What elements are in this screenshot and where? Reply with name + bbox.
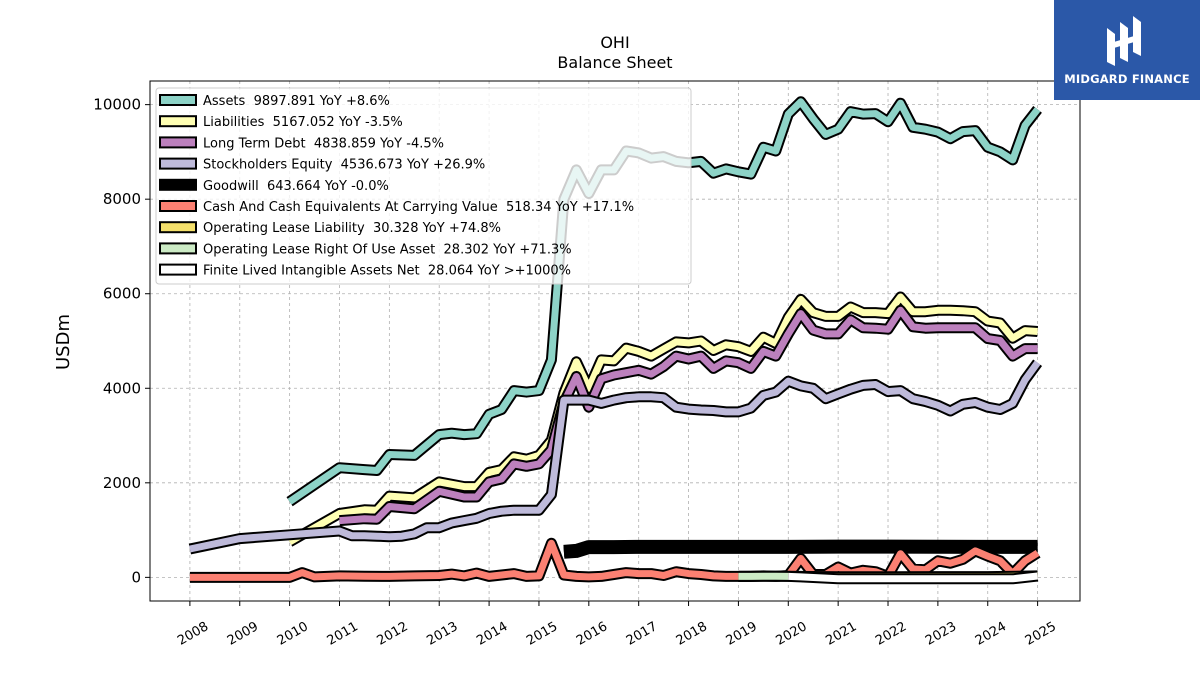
- x-tick-label: 2023: [923, 619, 959, 649]
- x-tick-label: 2014: [474, 619, 510, 649]
- chart-subtitle: Balance Sheet: [557, 53, 672, 72]
- legend-swatch: [159, 157, 197, 170]
- legend-label: Operating Lease Right Of Use Asset 28.30…: [203, 242, 572, 257]
- y-tick-label: 10000: [93, 96, 141, 114]
- legend-label: Finite Lived Intangible Assets Net 28.06…: [203, 264, 571, 279]
- legend-label: Liabilities 5167.052 YoY -3.5%: [203, 115, 403, 130]
- x-tick-label: 2009: [225, 619, 261, 649]
- x-tick-label: 2015: [524, 619, 560, 649]
- series-line-0: [287, 98, 1041, 505]
- chart-title: OHI: [600, 33, 629, 52]
- legend-swatch: [159, 221, 197, 234]
- legend-label: Operating Lease Liability 30.328 YoY +74…: [203, 221, 501, 236]
- legend-swatch: [159, 263, 197, 276]
- y-axis-label: USDm: [53, 314, 74, 370]
- series-line-3: [189, 360, 1041, 553]
- x-tick-label: 2011: [325, 619, 361, 649]
- x-tick-label: 2024: [973, 619, 1009, 649]
- y-tick-label: 4000: [103, 379, 141, 397]
- legend-swatch: [159, 115, 197, 128]
- legend-label: Stockholders Equity 4536.673 YoY +26.9%: [203, 158, 485, 173]
- y-tick-label: 8000: [103, 190, 141, 208]
- x-tick-label: 2018: [674, 619, 710, 649]
- midgard-logo-icon: [1107, 16, 1141, 66]
- legend-swatch: [159, 94, 197, 106]
- brand-logo: MIDGARD FINANCE: [1054, 0, 1200, 100]
- legend-label: Assets 9897.891 YoY +8.6%: [203, 94, 390, 109]
- plot-frame: [149, 80, 1081, 602]
- legend-swatch: [159, 178, 197, 191]
- y-axis: 0 2000 4000 6000 8000 10000: [93, 96, 150, 586]
- x-tick-label: 2020: [773, 619, 809, 649]
- legend-swatch: [159, 136, 197, 149]
- legend-box: [155, 87, 692, 285]
- x-tick-label: 2017: [624, 619, 660, 649]
- legend-label: Cash And Cash Equivalents At Carrying Va…: [203, 200, 634, 215]
- x-tick-label: 2008: [175, 619, 211, 649]
- y-tick-label: 2000: [103, 474, 141, 492]
- series-lines: [188, 96, 1043, 585]
- x-tick-label: 2016: [574, 619, 610, 649]
- series-line-5: [189, 539, 1040, 581]
- legend-label: Goodwill 643.664 YoY -0.0%: [203, 179, 389, 194]
- legend-label: Long Term Debt 4838.859 YoY -4.5%: [203, 136, 444, 151]
- x-tick-label: 2013: [424, 619, 460, 649]
- x-tick-label: 2021: [823, 619, 859, 649]
- x-tick-label: 2019: [724, 619, 760, 649]
- legend: Assets 9897.891 YoY +8.6% Liabilities 516…: [155, 87, 692, 285]
- x-tick-label: 2022: [873, 619, 909, 649]
- x-tick-label: 2025: [1023, 619, 1059, 649]
- x-tick-label: 2012: [375, 619, 411, 649]
- x-axis: 2008 2009 2010 2011 2012 2013 2014 2015 2016 2017…: [175, 601, 1059, 649]
- y-tick-label: 6000: [103, 285, 141, 303]
- x-tick-label: 2010: [275, 619, 311, 649]
- legend-swatch: [159, 200, 197, 212]
- series-line-4: [563, 541, 1038, 558]
- y-tick-label: 0: [131, 568, 141, 586]
- brand-name: MIDGARD FINANCE: [1064, 72, 1190, 86]
- legend-swatch: [159, 242, 197, 255]
- series-line-8: [788, 572, 1038, 583]
- series-line-1: [287, 293, 1038, 545]
- series-line-2: [339, 306, 1038, 525]
